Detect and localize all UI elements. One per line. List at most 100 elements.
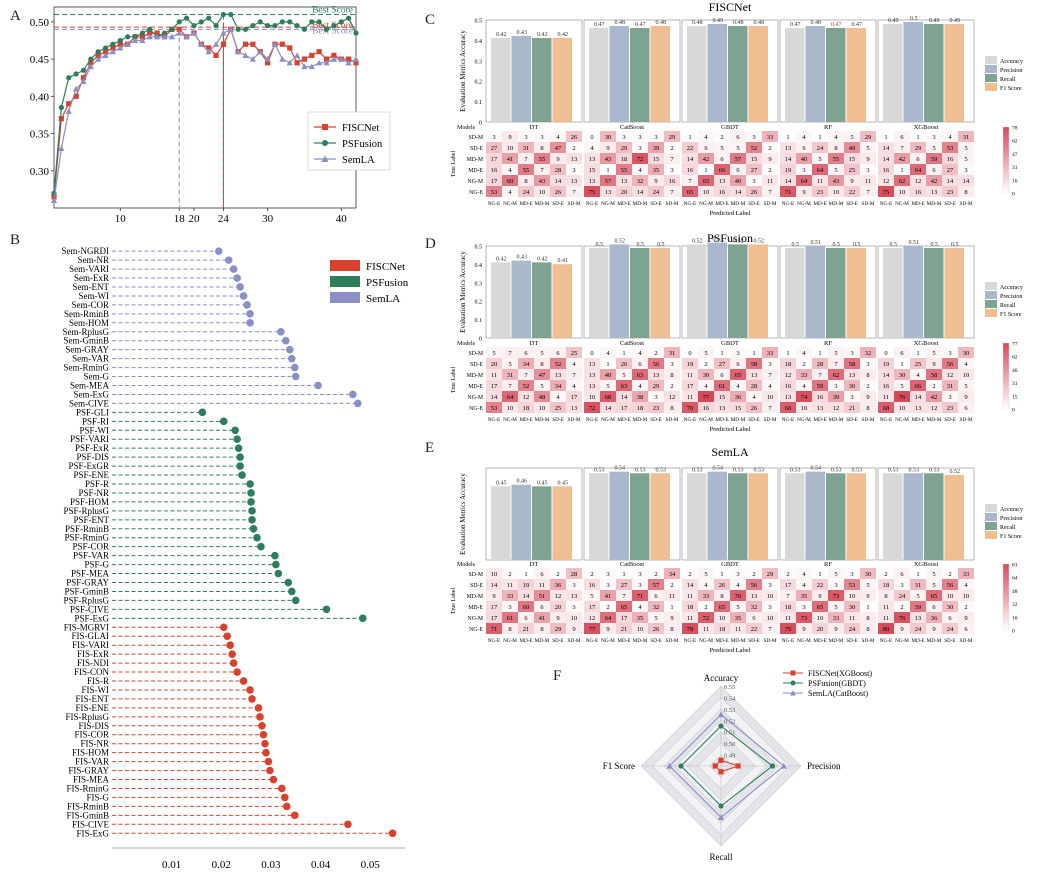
heatmap-cell <box>518 579 534 590</box>
heatmap-cell <box>648 579 664 590</box>
heatmap-value: 30 <box>849 383 856 390</box>
heatmap-cell <box>714 175 730 186</box>
metric-bar <box>707 24 727 122</box>
heatmap-value: 5 <box>900 383 903 390</box>
heatmap-value: 7 <box>508 383 512 390</box>
lollipop-dot <box>261 739 269 748</box>
heatmap-value: 4 <box>508 167 512 174</box>
heatmap-cell <box>566 186 582 197</box>
heatmap-value: 4 <box>704 383 708 390</box>
heatmap-value: 27 <box>719 361 726 368</box>
heatmap-cell <box>714 402 730 413</box>
heatmap-value: 17 <box>621 405 628 412</box>
metric-bar <box>805 471 825 560</box>
y-tick-label: 0 <box>479 337 482 343</box>
bar-value-label: 0.53 <box>713 237 724 243</box>
metric-bar <box>924 248 944 338</box>
heatmap-cell <box>746 153 762 164</box>
heatmap-value: 33 <box>833 615 840 622</box>
heatmap-value: 15 <box>751 156 758 163</box>
predicted-tick-label: MD-E <box>715 201 728 207</box>
heatmap-cell <box>486 402 502 413</box>
heatmap-value: 5 <box>818 156 821 163</box>
legend-swatch <box>985 300 997 308</box>
heatmap-cell <box>860 568 876 579</box>
data-point <box>154 33 161 40</box>
heatmap-cell <box>926 369 942 380</box>
heatmap-value: 27 <box>751 167 758 174</box>
data-point <box>220 11 227 18</box>
heatmap-cell <box>730 601 746 612</box>
legend-label: F1 Score <box>1000 534 1022 540</box>
bar-value-label: 0.5 <box>657 242 665 248</box>
heatmap-cell <box>534 142 550 153</box>
heatmap-value: 73 <box>833 593 840 600</box>
chart-title: SemLA <box>711 445 749 459</box>
heatmap-value: 64 <box>801 178 808 185</box>
metric-bar <box>883 248 903 338</box>
heatmap-cell <box>878 568 894 579</box>
heatmap-cell <box>486 131 502 142</box>
heatmap-value: 14 <box>491 394 498 401</box>
true-tick-label: SD-E <box>470 362 483 368</box>
heatmap-value: 9 <box>670 615 673 622</box>
predicted-tick-label: SD-E <box>650 417 662 423</box>
heatmap-value: 4 <box>736 383 740 390</box>
data-point <box>220 29 227 36</box>
heatmap-cell <box>566 369 582 380</box>
heatmap-cell <box>664 402 680 413</box>
bar-value-label: 0.53 <box>754 467 765 473</box>
lollipop-dot <box>272 560 280 569</box>
heatmap-cell <box>762 601 778 612</box>
metric-bar <box>707 471 727 560</box>
data-point <box>279 19 285 25</box>
bar-value-label: 0.45 <box>496 480 507 486</box>
heatmap-value: 13 <box>605 189 612 196</box>
heatmap-cell <box>780 590 796 601</box>
predicted-tick-label: SD-E <box>846 417 858 423</box>
heatmap-value: 21 <box>621 626 628 633</box>
heatmap-cell <box>698 358 714 369</box>
predicted-tick-label: MD-M <box>535 417 550 423</box>
data-point <box>102 49 109 55</box>
lollipop-dot <box>236 453 244 461</box>
heatmap-value: 9 <box>768 156 771 163</box>
heatmap-value: 3 <box>540 134 543 141</box>
heatmap-cell <box>746 131 762 142</box>
heatmap-cell <box>518 347 534 358</box>
heatmap-cell <box>714 369 730 380</box>
heatmap-cell <box>958 601 974 612</box>
heatmap-cell <box>698 579 714 590</box>
heatmap-value: 5 <box>492 350 495 357</box>
feature-label: PSF-RplusG <box>63 595 109 605</box>
heatmap-value: 9 <box>556 156 559 163</box>
heatmap-cell <box>550 579 566 590</box>
heatmap-value: 3 <box>638 134 641 141</box>
heatmap-cell <box>746 391 762 402</box>
heatmap-value: 17 <box>621 615 628 622</box>
heatmap-value: 11 <box>735 626 741 633</box>
data-point <box>316 19 322 25</box>
heatmap-value: 5 <box>704 571 707 578</box>
predicted-tick-label: NG-M <box>601 417 615 423</box>
heatmap-cell <box>942 175 958 186</box>
predicted-tick-label: MD-E <box>617 201 630 207</box>
legend-label: FISCNet <box>342 123 379 134</box>
heatmap-cell <box>566 612 582 623</box>
heatmap-cell <box>486 186 502 197</box>
feature-label: Sem-RminB <box>64 309 109 319</box>
heatmap-value: 29 <box>669 134 676 141</box>
data-point <box>66 75 72 81</box>
heatmap-cell <box>632 380 648 391</box>
heatmap-cell <box>844 131 860 142</box>
bar-value-label: 0.5 <box>637 242 645 248</box>
metric-bar <box>924 473 944 560</box>
legend-marker <box>322 140 328 146</box>
heatmap-cell <box>682 579 698 590</box>
heatmap-value: 40 <box>801 156 808 163</box>
heatmap-value: 10 <box>801 405 808 412</box>
heatmap-cell <box>534 402 550 413</box>
heatmap-value: 19 <box>687 361 694 368</box>
predicted-tick-label: NG-E <box>586 638 598 644</box>
predicted-label-axis: Predicted Label <box>710 647 751 654</box>
